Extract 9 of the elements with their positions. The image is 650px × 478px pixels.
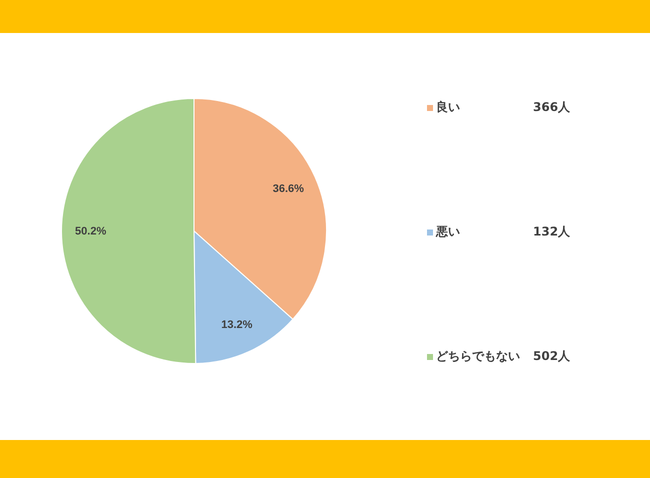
data-label: 13.2% (221, 319, 253, 332)
data-label: 36.6% (272, 182, 304, 195)
legend-label: どちらでもない (436, 349, 520, 364)
text: 502人 (533, 349, 572, 364)
legend-label: 良い (436, 100, 460, 114)
data-label: 50.2% (75, 226, 106, 238)
legend-label: 悪い (435, 224, 460, 239)
text: 366人 (533, 100, 572, 114)
text: 132人 (533, 224, 572, 239)
